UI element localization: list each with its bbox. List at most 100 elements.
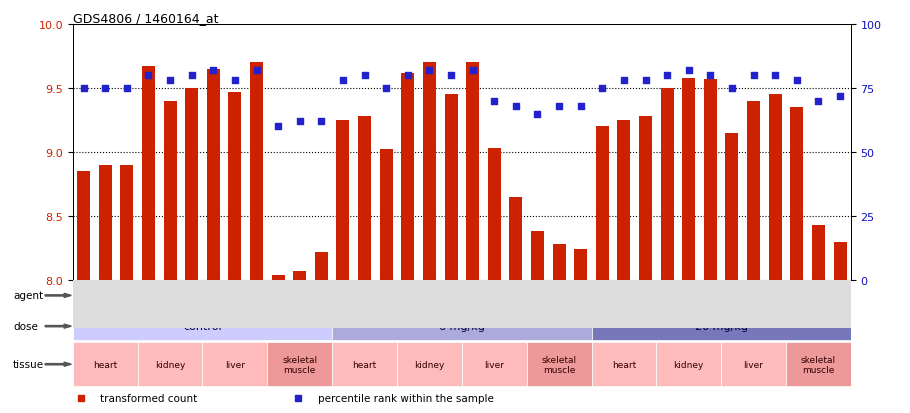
Bar bbox=[791, 108, 804, 280]
Point bbox=[703, 73, 718, 79]
Point bbox=[422, 67, 437, 74]
Bar bbox=[397, 343, 462, 386]
Bar bbox=[228, 93, 241, 280]
Bar bbox=[812, 225, 825, 280]
Bar bbox=[164, 102, 177, 280]
Bar bbox=[137, 343, 202, 386]
Bar bbox=[661, 89, 673, 280]
Bar bbox=[704, 80, 717, 280]
Text: kidney: kidney bbox=[673, 360, 704, 369]
Point bbox=[206, 67, 220, 74]
Text: liver: liver bbox=[225, 360, 245, 369]
Text: control: control bbox=[183, 321, 222, 331]
Text: vehicle: vehicle bbox=[183, 291, 222, 301]
Bar bbox=[358, 117, 371, 280]
Point bbox=[746, 73, 761, 79]
Point bbox=[119, 85, 134, 92]
Bar bbox=[77, 172, 90, 280]
Text: kidney: kidney bbox=[155, 360, 186, 369]
Bar bbox=[574, 250, 587, 280]
Bar bbox=[466, 63, 479, 280]
Point bbox=[141, 73, 156, 79]
Bar bbox=[552, 244, 566, 280]
Point bbox=[76, 85, 91, 92]
Point bbox=[400, 73, 415, 79]
Point bbox=[595, 85, 610, 92]
Point bbox=[163, 78, 177, 84]
Bar bbox=[423, 63, 436, 280]
Bar bbox=[293, 271, 306, 280]
Bar bbox=[510, 197, 522, 280]
Text: kidney: kidney bbox=[414, 360, 445, 369]
Bar bbox=[73, 282, 332, 310]
Bar bbox=[488, 149, 501, 280]
Text: skeletal
muscle: skeletal muscle bbox=[801, 355, 836, 374]
Bar bbox=[332, 312, 592, 340]
Bar bbox=[747, 102, 760, 280]
Bar bbox=[332, 282, 851, 310]
Point bbox=[660, 73, 674, 79]
Bar bbox=[401, 74, 414, 280]
Point bbox=[98, 85, 113, 92]
Point bbox=[638, 78, 652, 84]
Text: transformed count: transformed count bbox=[100, 393, 197, 403]
Point bbox=[768, 73, 783, 79]
Point bbox=[185, 73, 199, 79]
Point bbox=[336, 78, 350, 84]
Bar bbox=[73, 312, 332, 340]
Bar bbox=[73, 343, 137, 386]
Bar bbox=[592, 312, 851, 340]
Bar bbox=[725, 133, 739, 280]
Text: liver: liver bbox=[484, 360, 504, 369]
Text: liver: liver bbox=[743, 360, 763, 369]
Bar bbox=[834, 242, 846, 280]
Bar bbox=[186, 89, 198, 280]
Text: skeletal
muscle: skeletal muscle bbox=[282, 355, 318, 374]
Bar bbox=[120, 165, 133, 280]
Point bbox=[465, 67, 480, 74]
Bar bbox=[444, 95, 458, 280]
Point bbox=[314, 119, 329, 125]
Point bbox=[551, 103, 566, 110]
Bar bbox=[639, 117, 652, 280]
Bar bbox=[250, 63, 263, 280]
Bar bbox=[618, 121, 631, 280]
Text: heart: heart bbox=[93, 360, 117, 369]
Text: PPM-201: PPM-201 bbox=[567, 291, 616, 301]
Point bbox=[249, 67, 264, 74]
Bar bbox=[271, 275, 285, 280]
Point bbox=[682, 67, 696, 74]
Bar bbox=[592, 343, 656, 386]
Bar bbox=[268, 343, 332, 386]
Text: skeletal
muscle: skeletal muscle bbox=[541, 355, 577, 374]
Text: tissue: tissue bbox=[13, 359, 45, 369]
Text: GDS4806 / 1460164_at: GDS4806 / 1460164_at bbox=[73, 12, 218, 25]
Bar bbox=[786, 343, 851, 386]
Bar bbox=[656, 343, 722, 386]
Point bbox=[724, 85, 739, 92]
Bar bbox=[315, 252, 328, 280]
Text: agent: agent bbox=[13, 291, 44, 301]
Point bbox=[358, 73, 372, 79]
Point bbox=[271, 124, 286, 131]
Bar bbox=[527, 343, 592, 386]
Bar bbox=[337, 121, 349, 280]
Point bbox=[228, 78, 242, 84]
Bar bbox=[203, 343, 268, 386]
Text: 20 mg/kg: 20 mg/kg bbox=[694, 321, 748, 331]
Point bbox=[811, 98, 825, 105]
Text: percentile rank within the sample: percentile rank within the sample bbox=[318, 393, 494, 403]
Bar bbox=[461, 343, 527, 386]
Point bbox=[531, 111, 545, 118]
Point bbox=[379, 85, 393, 92]
Point bbox=[790, 78, 804, 84]
Point bbox=[444, 73, 459, 79]
Bar bbox=[379, 150, 392, 280]
Bar bbox=[207, 69, 220, 280]
Bar bbox=[769, 95, 782, 280]
Point bbox=[292, 119, 307, 125]
Text: heart: heart bbox=[612, 360, 636, 369]
Point bbox=[573, 103, 588, 110]
Point bbox=[617, 78, 632, 84]
Bar bbox=[98, 165, 112, 280]
